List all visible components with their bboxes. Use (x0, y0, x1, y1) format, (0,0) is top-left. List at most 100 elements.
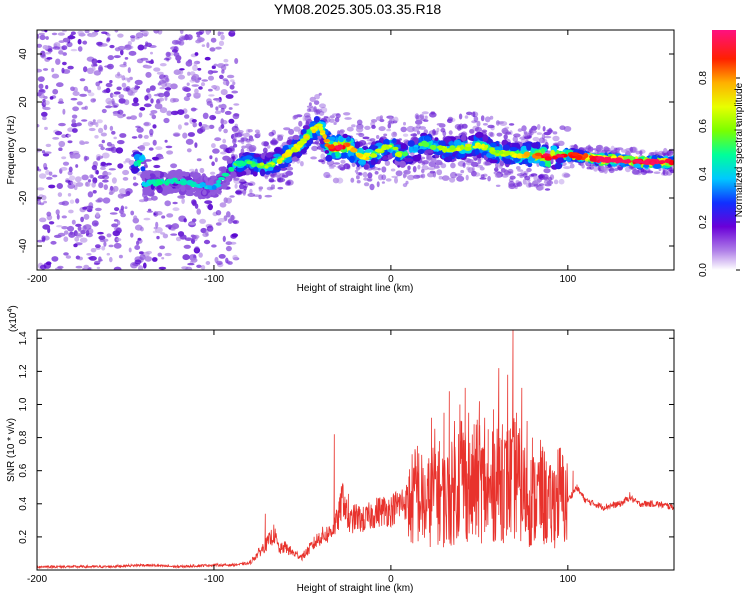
heatmap-halo-cell (512, 136, 518, 143)
heatmap-noise-cell (101, 139, 106, 144)
heatmap-noise-cell (186, 82, 190, 86)
heatmap-halo-cell (329, 115, 335, 119)
heatmap-noise-cell (88, 256, 97, 261)
heatmap-noise-cell (83, 141, 90, 145)
heatmap-halo-cell (421, 111, 429, 115)
heatmap-noise-cell (81, 106, 87, 110)
heatmap-noise-cell (111, 100, 116, 106)
heatmap-noise-cell (143, 45, 147, 50)
heatmap-noise-cell (170, 163, 178, 169)
heatmap-core-cell (211, 185, 217, 190)
heatmap-noise-cell (109, 80, 113, 84)
heatmap-noise-cell (44, 151, 52, 154)
heatmap-ridge-cell (342, 133, 349, 139)
heatmap-ridge-cell (133, 160, 139, 167)
heatmap-noise-cell (119, 188, 127, 195)
heatmap-core-cell (350, 148, 358, 153)
heatmap-noise-cell (109, 212, 118, 215)
heatmap-noise-cell (98, 127, 104, 134)
heatmap-noise-cell (39, 217, 47, 223)
heatmap-noise-cell (192, 64, 198, 72)
heatmap-noise-cell (128, 50, 137, 56)
heatmap-noise-cell (58, 122, 66, 127)
heatmap-noise-cell (52, 88, 59, 95)
heatmap-halo-cell (593, 165, 599, 172)
heatmap-noise-cell (198, 121, 203, 127)
heatmap-noise-cell (140, 57, 149, 61)
heatmap-noise-cell (84, 30, 90, 34)
heatmap-core-cell (484, 144, 489, 149)
heatmap-ridge-cell (448, 141, 454, 146)
heatmap-noise-cell (108, 147, 115, 152)
heatmap-ridge-cell (191, 172, 199, 180)
heatmap-halo-cell (268, 178, 275, 183)
heatmap-noise-cell (56, 213, 60, 220)
heatmap-ridge-cell (382, 156, 388, 161)
heatmap-halo-cell (239, 178, 245, 183)
heatmap-noise-cell (101, 152, 110, 159)
heatmap-halo-cell (465, 174, 469, 181)
heatmap-noise-cell (232, 220, 238, 224)
heatmap-noise-cell (146, 88, 151, 93)
heatmap-ridge-cell (252, 171, 258, 177)
heatmap-noise-cell (114, 207, 120, 212)
heatmap-halo-cell (552, 131, 558, 135)
x-tick-label: -200 (27, 574, 47, 585)
heatmap-halo-cell (507, 168, 514, 174)
heatmap-ridge-cell (295, 152, 302, 157)
heatmap-noise-cell (71, 119, 76, 124)
heatmap-halo-cell (524, 136, 530, 140)
heatmap-noise-cell (96, 156, 101, 161)
heatmap-noise-cell (113, 91, 121, 95)
heatmap-noise-cell (111, 223, 119, 228)
heatmap-noise-cell (62, 37, 70, 43)
heatmap-noise-cell (179, 30, 184, 35)
heatmap-halo-cell (522, 178, 527, 185)
heatmap-core-cell (641, 160, 649, 164)
heatmap-noise-cell (109, 185, 114, 191)
heatmap-noise-cell (184, 34, 189, 41)
x-tick-label: -100 (204, 574, 224, 585)
heatmap-ridge-cell (412, 154, 421, 162)
heatmap-halo-cell (403, 173, 408, 178)
heatmap-halo-cell (369, 138, 376, 142)
heatmap-halo-cell (402, 133, 409, 137)
heatmap-halo-cell (395, 170, 403, 177)
heatmap-halo-cell (536, 184, 544, 191)
heatmap-noise-cell (139, 251, 144, 255)
heatmap-halo-cell (370, 119, 378, 123)
heatmap-ridge-cell (434, 137, 439, 142)
heatmap-halo-cell (410, 133, 418, 137)
heatmap-noise-cell (209, 171, 216, 175)
heatmap-halo-cell (458, 113, 463, 120)
heatmap-halo-cell (283, 127, 291, 131)
heatmap-noise-cell (177, 231, 185, 237)
heatmap-noise-cell (62, 52, 67, 56)
heatmap-noise-cell (134, 245, 141, 250)
heatmap-noise-cell (98, 256, 102, 263)
heatmap-noise-cell (57, 32, 65, 36)
heatmap-noise-cell (96, 266, 101, 270)
heatmap-halo-cell (533, 184, 539, 188)
heatmap-halo-cell (610, 145, 615, 152)
heatmap-halo-cell (313, 100, 320, 105)
heatmap-noise-cell (202, 232, 209, 238)
heatmap-halo-cell (329, 118, 335, 123)
y-tick-label: 0.6 (18, 463, 29, 477)
heatmap-noise-cell (95, 244, 101, 249)
heatmap-ridge-cell (185, 191, 195, 197)
heatmap-noise-cell (164, 87, 172, 91)
chart-title: YM08.2025.305.03.35.R18 (273, 1, 442, 17)
heatmap-core-cell (221, 172, 230, 177)
heatmap-halo-cell (319, 103, 326, 109)
heatmap-ridge-cell (365, 149, 374, 153)
heatmap-noise-cell (211, 161, 215, 166)
heatmap-noise-cell (159, 62, 167, 67)
heatmap-noise-cell (152, 257, 158, 262)
heatmap-halo-cell (313, 106, 317, 113)
heatmap-halo-cell (484, 116, 491, 123)
heatmap-noise-cell (86, 253, 92, 256)
heatmap-core-cell (374, 148, 383, 153)
heatmap-noise-cell (223, 63, 229, 67)
